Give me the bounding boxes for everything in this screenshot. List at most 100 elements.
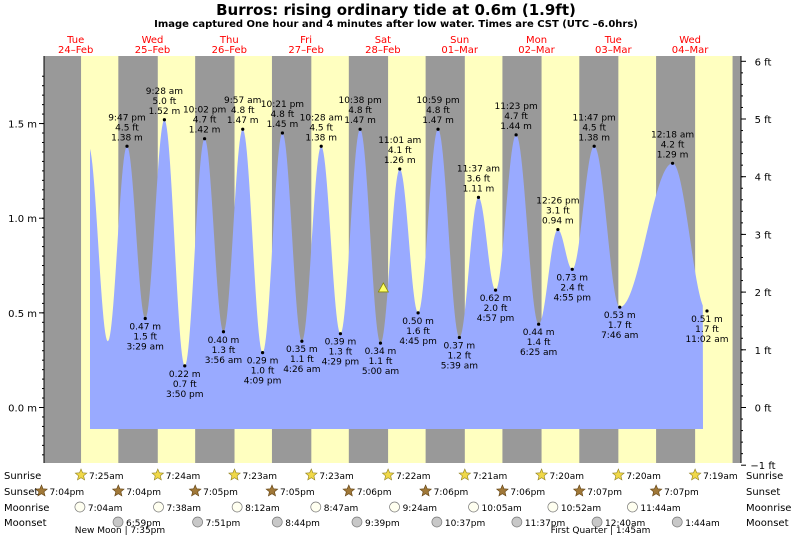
extreme-ft: 5.0 ft <box>153 97 177 107</box>
high-tide-label: 10:38 pm4.8 ft1.47 m <box>338 96 382 131</box>
sunrise-time: 7:23am <box>319 472 354 482</box>
day-date: 28–Feb <box>365 45 400 56</box>
extreme-time: 11:37 am <box>457 164 500 174</box>
moonset-time: 6:59pm <box>126 519 161 529</box>
extreme-time: 7:46 am <box>601 331 638 341</box>
high-tide-label: 11:01 am4.1 ft1.26 m <box>378 136 421 171</box>
extreme-mlabel: 1.45 m <box>267 120 299 130</box>
extreme-time: 12:26 pm <box>536 197 579 207</box>
extreme-ft: 1.1 ft <box>369 357 393 367</box>
high-tide-label: 10:21 pm4.8 ft1.45 m <box>261 100 304 135</box>
extreme-mlabel: 0.47 m <box>129 323 161 333</box>
low-tide-label: 0.44 m1.4 ft6:25 am <box>520 322 557 358</box>
extreme-mlabel: 0.34 m <box>365 347 397 357</box>
sunrise-time: 7:23am <box>243 472 277 482</box>
sunset-icon <box>111 484 125 497</box>
moonset-time: 12:40am <box>605 519 645 529</box>
day-labels: Tue24–FebWed25–FebThu26–FebFri27–FebSat2… <box>58 35 709 56</box>
right-tick-label: −1 ft <box>750 461 775 472</box>
extreme-point <box>300 339 304 343</box>
moon-phase-label: First Quarter | 1:45am <box>551 526 651 536</box>
sunset-time: 7:07pm <box>587 488 622 498</box>
high-tide-label: 12:18 am4.2 ft1.29 m <box>651 130 694 165</box>
extreme-point <box>416 311 420 315</box>
low-tide-label: 0.73 m2.4 ft4:55 pm <box>553 267 591 303</box>
moonrise-time: 7:04am <box>88 504 123 514</box>
sunrise-icon <box>151 468 165 481</box>
sunset-icon <box>572 484 586 497</box>
sunset-icon <box>495 484 509 497</box>
sunset-time: 7:05pm <box>203 488 238 498</box>
row-label-right: Sunrise <box>746 471 783 482</box>
row-label-left: Sunrise <box>4 471 41 482</box>
low-tide-label: 0.22 m0.7 ft3:50 pm <box>166 364 204 400</box>
extreme-time: 9:57 am <box>224 96 261 106</box>
tide-extremes: 9:47 pm4.5 ft1.38 m0.47 m1.5 ft3:29 am9:… <box>108 87 728 400</box>
extreme-mlabel: 1.38 m <box>111 133 143 143</box>
extreme-point <box>457 335 461 340</box>
extreme-time: 4:55 pm <box>553 293 591 303</box>
sunrise-icon <box>611 468 625 481</box>
moonset-icon <box>192 516 203 528</box>
day-date: 24–Feb <box>58 45 93 56</box>
extreme-point <box>358 127 362 131</box>
extreme-mlabel: 0.62 m <box>480 294 512 304</box>
day-of-week: Tue <box>604 35 622 46</box>
moonset-time: 10:37pm <box>445 519 485 529</box>
extreme-mlabel: 1.26 m <box>384 156 416 166</box>
extreme-ft: 4.8 ft <box>271 110 295 120</box>
high-tide-label: 12:26 pm3.1 ft0.94 m <box>536 197 580 232</box>
moonrise-icon <box>153 501 164 513</box>
extreme-point <box>183 364 187 368</box>
high-tide-label: 9:28 am5.0 ft1.52 m <box>146 87 183 122</box>
moonrise-icon <box>310 501 322 513</box>
extreme-mlabel: 0.22 m <box>169 370 201 380</box>
extreme-ft: 1.1 ft <box>290 355 314 365</box>
low-tide-label: 0.37 m1.2 ft5:39 am <box>441 335 478 371</box>
extreme-ft: 4.7 ft <box>504 112 528 122</box>
extreme-point <box>398 167 402 171</box>
low-tide-label: 0.35 m1.1 ft4:26 am <box>283 339 321 375</box>
extreme-point <box>338 332 343 336</box>
extreme-time: 4:09 pm <box>244 377 282 387</box>
extreme-point <box>241 127 245 131</box>
sunset-icon <box>265 484 279 497</box>
low-tide-label: 0.40 m1.3 ft3:56 am <box>205 330 242 366</box>
day-of-week: Mon <box>526 35 547 46</box>
moonset-time: 7:51pm <box>206 519 241 529</box>
right-tick-label: 1 ft <box>755 346 772 357</box>
extreme-point <box>493 288 498 292</box>
extreme-time: 5:39 am <box>441 361 478 371</box>
moonset-icon <box>671 516 683 528</box>
extreme-ft: 2.4 ft <box>560 283 584 293</box>
extreme-time: 4:29 pm <box>322 358 360 368</box>
tide-area <box>90 119 703 430</box>
right-tick-label: 4 ft <box>755 173 772 184</box>
high-tide-label: 10:28 am4.5 ft1.38 m <box>300 113 343 148</box>
extreme-time: 10:59 pm <box>416 96 459 106</box>
moonrise-time: 8:12am <box>245 504 280 514</box>
row-label-right: Sunset <box>746 487 780 498</box>
extreme-ft: 1.3 ft <box>212 346 236 356</box>
low-tide-label: 0.53 m1.7 ft7:46 am <box>601 305 638 341</box>
extreme-mlabel: 1.52 m <box>149 107 181 117</box>
extreme-ft: 4.8 ft <box>231 106 255 116</box>
extreme-time: 12:18 am <box>651 130 694 140</box>
extreme-mlabel: 1.44 m <box>500 122 532 132</box>
low-tide-label: 0.34 m1.1 ft5:00 am <box>362 341 399 377</box>
right-tick-label: 2 ft <box>755 288 772 299</box>
extreme-ft: 2.0 ft <box>484 304 508 314</box>
extreme-point <box>705 309 709 313</box>
day-date: 03–Mar <box>595 45 632 56</box>
extreme-time: 10:38 pm <box>338 96 381 106</box>
moonrise-time: 8:47am <box>324 504 359 514</box>
extreme-mlabel: 1.38 m <box>578 133 610 143</box>
moonrise-icon <box>627 501 638 513</box>
extreme-point <box>514 133 518 137</box>
day-date: 25–Feb <box>135 45 170 56</box>
moonrise-icon <box>74 501 86 513</box>
extreme-mlabel: 0.29 m <box>247 357 279 367</box>
extreme-ft: 4.1 ft <box>388 146 412 156</box>
